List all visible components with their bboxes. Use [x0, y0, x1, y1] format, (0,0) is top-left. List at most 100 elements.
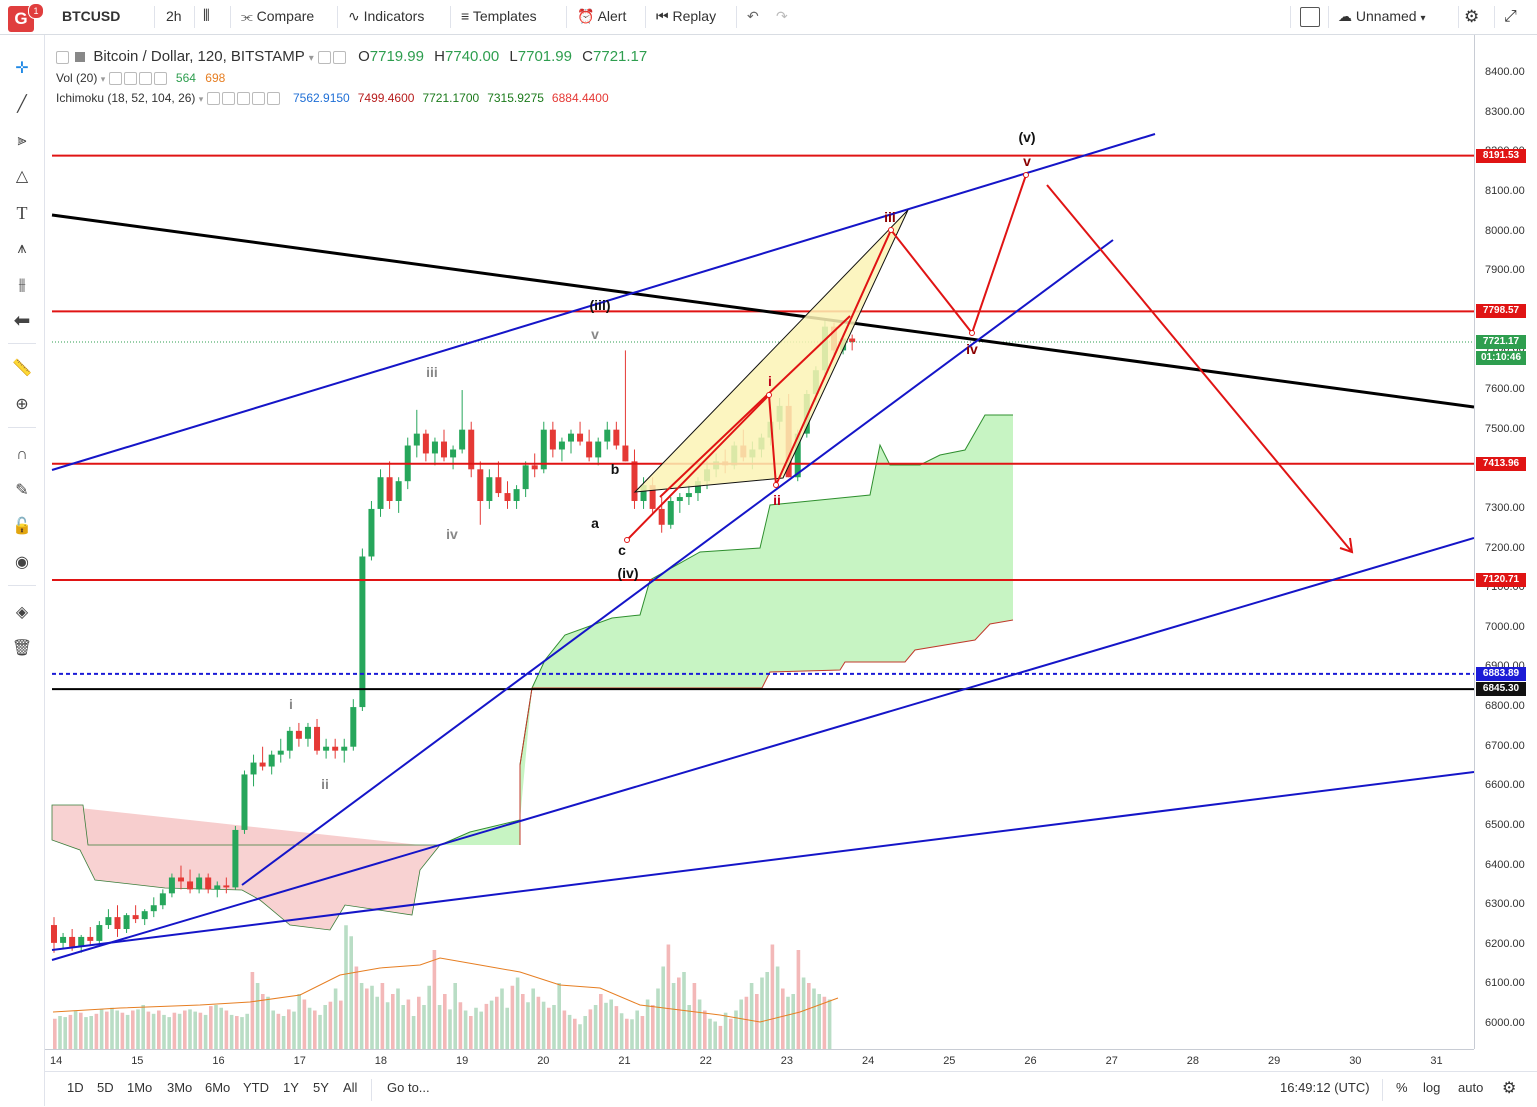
- volume-bar: [630, 1019, 634, 1049]
- price-scale[interactable]: 8400.008300.008200.008100.008000.007900.…: [1474, 35, 1537, 1049]
- indicators-button[interactable]: ∿ Indicators: [348, 0, 424, 34]
- range-1d-button[interactable]: 1D: [67, 1080, 84, 1095]
- maximize-icon[interactable]: ⤢: [1504, 8, 1517, 25]
- range-all-button[interactable]: All: [343, 1080, 358, 1095]
- redo-icon[interactable]: ↷: [776, 8, 788, 24]
- candle-body: [87, 936, 94, 941]
- lock-icon[interactable]: 🔓: [12, 518, 32, 535]
- settings-icon[interactable]: [123, 72, 137, 86]
- eye-icon[interactable]: [206, 92, 220, 106]
- compare-button[interactable]: ⫘ Compare: [241, 0, 314, 34]
- wedge-lower-red-line: [659, 315, 851, 498]
- candle-body: [177, 877, 184, 882]
- logo-letter: G: [14, 9, 28, 28]
- notification-badge[interactable]: 1: [28, 3, 44, 19]
- collapse-legend-icon[interactable]: [56, 50, 69, 64]
- volume-bar: [125, 1014, 130, 1049]
- volume-bar: [131, 1010, 135, 1049]
- volume-bar: [562, 1010, 567, 1049]
- series-title[interactable]: Bitcoin / Dollar, 120, BITSTAMP: [93, 48, 305, 65]
- price-tick-label: 6800.00: [1485, 700, 1525, 713]
- auto-scale-toggle[interactable]: auto: [1458, 1080, 1484, 1095]
- magnet-icon[interactable]: ∩: [16, 446, 28, 463]
- add-icon[interactable]: [251, 92, 265, 106]
- pitchfork-icon[interactable]: ⫸: [17, 132, 27, 149]
- close-icon[interactable]: [266, 92, 280, 106]
- layers-icon[interactable]: ◈: [15, 604, 29, 621]
- ruler-icon[interactable]: 📏: [12, 360, 32, 377]
- range-5d-button[interactable]: 5D: [97, 1080, 114, 1095]
- settings-icon[interactable]: [332, 50, 346, 64]
- alert-button[interactable]: ⏰ Alert: [577, 0, 626, 34]
- chevron-down-icon[interactable]: ▾: [198, 94, 204, 104]
- volume-bar: [339, 1000, 343, 1049]
- lock-drawing-pencil-icon[interactable]: ✎: [15, 482, 29, 499]
- templates-button[interactable]: ≡ Templates: [461, 0, 537, 34]
- close-icon[interactable]: [153, 72, 167, 86]
- volume-title[interactable]: Vol (20): [56, 71, 98, 85]
- log-scale-toggle[interactable]: log: [1423, 1080, 1441, 1095]
- symbol-search[interactable]: BTCUSD: [62, 8, 121, 24]
- eye-icon[interactable]: ◉: [15, 554, 29, 571]
- candle-body: [286, 730, 293, 751]
- interval-selector[interactable]: 2h: [166, 8, 182, 24]
- volume-bar: [677, 977, 681, 1049]
- price-tick-label: 7900.00: [1485, 264, 1525, 277]
- eye-icon[interactable]: [317, 50, 331, 64]
- range-5y-button[interactable]: 5Y: [313, 1080, 329, 1095]
- time-scale[interactable]: 14 15 16 17 18 19 20 21 22 23 24 25 26 27 28 29 30 31: [45, 1049, 1474, 1072]
- range-1y-button[interactable]: 1Y: [283, 1080, 299, 1095]
- candle-body: [214, 885, 221, 890]
- utc-clock[interactable]: 16:49:12 (UTC): [1280, 1080, 1370, 1095]
- range-1mo-button[interactable]: 1Mo: [127, 1080, 153, 1095]
- range-6mo-button[interactable]: 6Mo: [205, 1080, 231, 1095]
- pattern-icon[interactable]: ⩚: [17, 240, 27, 257]
- settings-icon[interactable]: [221, 92, 235, 106]
- volume-bar: [703, 1010, 707, 1049]
- settings-gear-icon[interactable]: ⚙: [1464, 7, 1480, 26]
- wave-label: v: [1023, 153, 1031, 169]
- replay-button[interactable]: ⏮ Replay: [656, 0, 716, 34]
- volume-bar: [692, 983, 697, 1049]
- volume-bar: [775, 966, 780, 1049]
- prediction-icon[interactable]: ⫵: [18, 276, 26, 293]
- eye-icon[interactable]: [108, 72, 122, 86]
- trendline-icon[interactable]: ╱: [17, 96, 27, 113]
- price-tick-label: 7000.00: [1485, 620, 1525, 633]
- back-arrow-icon[interactable]: ⬅: [13, 310, 31, 332]
- drawings[interactable]: [51, 133, 1474, 961]
- text-tool-icon[interactable]: T: [16, 203, 28, 223]
- ichimoku-values: 7562.9150 7499.4600 7721.1700 7315.9275 6884…: [285, 91, 609, 105]
- ichimoku-title[interactable]: Ichimoku (18, 52, 104, 26): [56, 91, 196, 105]
- settings-gear-icon[interactable]: ⚙: [1502, 1080, 1517, 1097]
- range-ytd-button[interactable]: YTD: [243, 1080, 269, 1095]
- wave-label: (iv): [618, 565, 639, 581]
- chart-style-icon[interactable]: ⫴: [203, 8, 210, 25]
- add-icon[interactable]: [138, 72, 152, 86]
- volume-bar: [333, 988, 338, 1049]
- triangle-pattern-icon[interactable]: △: [15, 168, 29, 185]
- undo-icon[interactable]: ↶: [747, 8, 759, 24]
- chevron-down-icon[interactable]: ▾: [100, 74, 106, 84]
- goto-date-button[interactable]: Go to...: [387, 1080, 430, 1095]
- layout-button[interactable]: ☁ Unnamed ▾: [1338, 0, 1426, 34]
- divider: [1494, 6, 1495, 28]
- candle-body: [250, 762, 257, 775]
- trash-icon[interactable]: 🗑: [11, 640, 33, 657]
- range-3mo-button[interactable]: 3Mo: [167, 1080, 193, 1095]
- source-icon[interactable]: [236, 92, 250, 106]
- percent-scale-toggle[interactable]: %: [1396, 1080, 1408, 1095]
- volume-bar: [770, 944, 775, 1049]
- wedge-pattern: [633, 209, 909, 493]
- wave-label: iv: [966, 341, 978, 357]
- candle-body: [368, 508, 375, 557]
- volume-bar: [458, 1002, 463, 1049]
- candle-body: [96, 925, 103, 941]
- crosshair-icon[interactable]: ✛: [15, 60, 29, 77]
- chevron-down-icon[interactable]: ▾: [308, 53, 314, 64]
- zoom-in-icon[interactable]: ⊕: [15, 396, 29, 413]
- fullscreen-checkbox-icon[interactable]: [1300, 7, 1320, 27]
- candle-body: [441, 441, 448, 458]
